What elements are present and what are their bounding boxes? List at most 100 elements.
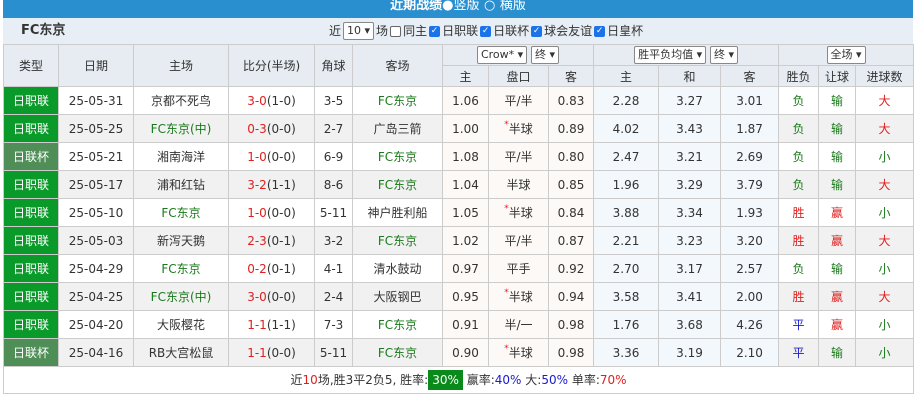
home-team: 湘南海洋	[156, 150, 205, 164]
home-cell[interactable]: 京都不死鸟	[133, 86, 229, 115]
handicap-result-cell: 赢	[818, 282, 857, 311]
result-cell: 负	[778, 86, 820, 115]
handicap-result: 赢	[831, 206, 844, 220]
full-score: 0-2	[247, 261, 267, 276]
win-odds-cell: 2.70	[593, 254, 660, 283]
handicap-away-cell: 0.85	[547, 170, 595, 199]
loss-odds-cell: 2.69	[720, 142, 780, 171]
loss-odds-cell: 3.20	[720, 226, 780, 255]
league-cell[interactable]: 日职联	[3, 170, 59, 199]
score-cell[interactable]: 3-0(0-0)	[228, 282, 315, 311]
subcol-header: 进球数	[855, 65, 915, 87]
handicap-result-cell: 输	[818, 142, 857, 171]
loss-odds-cell: 4.26	[720, 310, 780, 339]
corner-text: 5-11	[319, 345, 348, 360]
handicap-home-cell: 1.04	[442, 170, 489, 199]
score-cell[interactable]: 3-2(1-1)	[228, 170, 315, 199]
win-odds-cell: 4.02	[593, 114, 660, 143]
league-name: 日职联	[12, 290, 49, 304]
away-cell[interactable]: FC东京	[352, 170, 443, 199]
home-cell[interactable]: FC东京(中)	[133, 114, 229, 143]
win-odds: 3.58	[612, 289, 640, 304]
league-cell[interactable]: 日职联	[3, 310, 59, 339]
away-cell[interactable]: FC东京	[352, 86, 443, 115]
corner-cell: 3-5	[314, 86, 353, 115]
date-text: 25-04-29	[68, 261, 124, 276]
checkbox-2[interactable]: ✓	[480, 25, 492, 37]
win-odds: 1.76	[612, 317, 640, 332]
handicap-result: 赢	[831, 234, 844, 248]
league-cell[interactable]: 日职联	[3, 282, 59, 311]
full-score: 0-3	[247, 121, 267, 136]
view-horizontal-label: 横版	[499, 0, 526, 13]
checkbox-0[interactable]	[390, 25, 402, 37]
away-cell[interactable]: 广岛三箭	[352, 114, 443, 143]
home-cell[interactable]: FC东京(中)	[133, 282, 229, 311]
league-cell[interactable]: 日职联	[3, 254, 59, 283]
league-cell[interactable]: 日联杯	[3, 142, 59, 171]
score-cell[interactable]: 1-1(0-0)	[228, 338, 315, 367]
win-odds: 3.36	[612, 345, 640, 360]
away-cell[interactable]: FC东京	[352, 338, 443, 367]
league-cell[interactable]: 日职联	[3, 86, 59, 115]
handicap-home-cell: 0.91	[442, 310, 489, 339]
full-score: 3-0	[247, 93, 267, 108]
checkbox-label: 日联杯	[493, 24, 530, 38]
score-cell[interactable]: 1-0(0-0)	[228, 142, 315, 171]
stage-select-2[interactable]: 终 ▾	[709, 46, 738, 64]
away-cell[interactable]: 神户胜利船	[352, 198, 443, 227]
away-team: 神户胜利船	[367, 206, 428, 220]
handicap-home-cell: 1.00	[442, 114, 489, 143]
summary-text: 单率:	[571, 373, 600, 387]
home-cell[interactable]: 新泻天鹅	[133, 226, 229, 255]
handicap-line-cell: *半球	[488, 282, 549, 311]
league-cell[interactable]: 日职联	[3, 198, 59, 227]
checkbox-1[interactable]: ✓	[429, 25, 441, 37]
home-cell[interactable]: 大阪樱花	[133, 310, 229, 339]
score-cell[interactable]: 0-2(0-1)	[228, 254, 315, 283]
away-cell[interactable]: 大阪钢巴	[352, 282, 443, 311]
home-cell[interactable]: FC东京	[133, 198, 229, 227]
odds-type-select[interactable]: 胜平负均值 ▾	[634, 46, 707, 64]
star-icon: *	[504, 120, 509, 130]
score-cell[interactable]: 3-0(1-0)	[228, 86, 315, 115]
result: 负	[792, 94, 805, 108]
match-count-select[interactable]: 10 ▾	[343, 22, 375, 40]
view-radio-vertical[interactable]: ●	[442, 0, 454, 13]
away-cell[interactable]: 清水鼓动	[352, 254, 443, 283]
score-cell[interactable]: 0-3(0-0)	[228, 114, 315, 143]
away-cell[interactable]: FC东京	[352, 226, 443, 255]
home-cell[interactable]: 浦和红钻	[133, 170, 229, 199]
home-cell[interactable]: RB大宫松鼠	[133, 338, 229, 367]
stage-select-1[interactable]: 终 ▾	[531, 46, 560, 64]
league-cell[interactable]: 日职联	[3, 226, 59, 255]
draw-odds-cell: 3.29	[658, 170, 722, 199]
win-odds-cell: 3.36	[593, 338, 660, 367]
score-cell[interactable]: 1-0(0-0)	[228, 198, 315, 227]
company-select[interactable]: Crow* ▾	[476, 46, 528, 64]
checkbox-3[interactable]: ✓	[531, 25, 543, 37]
win-rate-badge: 30%	[428, 370, 463, 390]
draw-odds: 3.17	[676, 261, 703, 276]
draw-odds-cell: 3.19	[658, 338, 722, 367]
view-radio-horizontal[interactable]: ○	[484, 0, 496, 13]
result-cell: 平	[778, 338, 820, 367]
draw-odds: 3.19	[676, 345, 703, 360]
scope-select[interactable]: 全场 ▾	[826, 46, 866, 64]
league-cell[interactable]: 日联杯	[3, 338, 59, 367]
checkbox-4[interactable]: ✓	[594, 25, 606, 37]
home-team: FC东京	[161, 262, 201, 276]
home-team: FC东京(中)	[150, 122, 212, 136]
away-cell[interactable]: FC东京	[352, 310, 443, 339]
col-score: 比分(半场)	[228, 44, 315, 87]
score-cell[interactable]: 2-3(0-1)	[228, 226, 315, 255]
corner-cell: 7-3	[314, 310, 353, 339]
away-cell[interactable]: FC东京	[352, 142, 443, 171]
result-cell: 平	[778, 310, 820, 339]
home-odds: 1.04	[452, 177, 479, 192]
home-cell[interactable]: 湘南海洋	[133, 142, 229, 171]
home-cell[interactable]: FC东京	[133, 254, 229, 283]
league-cell[interactable]: 日职联	[3, 114, 59, 143]
score-cell[interactable]: 1-1(1-1)	[228, 310, 315, 339]
away-odds: 0.85	[557, 177, 585, 192]
